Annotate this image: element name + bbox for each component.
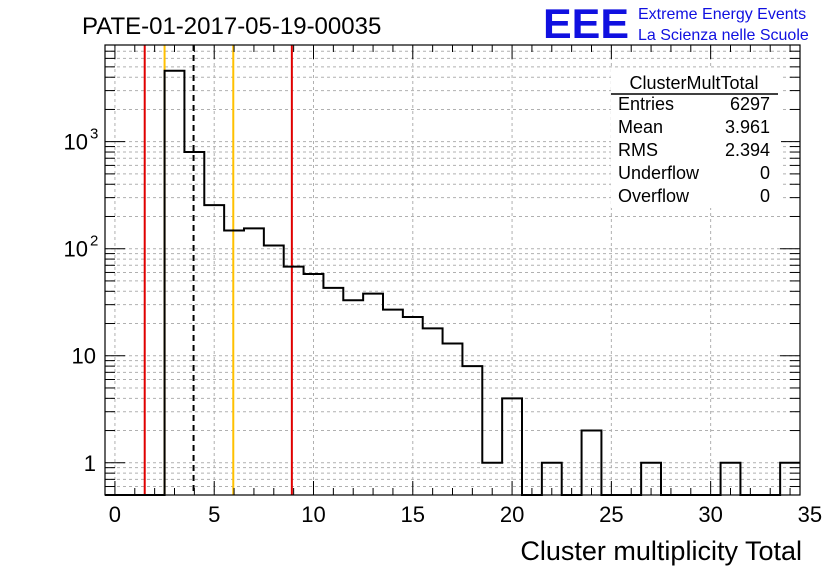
histogram-bin [363,294,383,495]
stats-row-value: 0 [760,186,770,206]
x-tick-label: 30 [698,502,722,527]
x-tick-label: 10 [301,502,325,527]
stats-title: ClusterMultTotal [629,73,758,93]
stats-row-label: Underflow [618,163,700,183]
x-tick-label: 20 [500,502,524,527]
x-tick-label: 5 [208,502,220,527]
stats-row-value: 0 [760,163,770,183]
histogram-outline [105,69,800,496]
stats-row-value: 3.961 [725,117,770,137]
stats-row-label: Overflow [618,186,690,206]
stats-row-label: Entries [618,94,674,114]
y-tick-exponent: 2 [90,233,98,250]
marker-lines [143,45,293,495]
y-tick-label: 10 [64,237,88,262]
histogram-bin [264,246,284,495]
x-axis-label: Cluster multiplicity Total [520,536,802,566]
eee-logo-line1: Extreme Energy Events [638,6,806,23]
x-tick-label: 15 [401,502,425,527]
x-axis: 0 5 10 15 20 25 30 35 [109,45,822,527]
eee-logo: EEE Extreme Energy Events La Scienza nel… [543,0,809,47]
y-tick-label: 10 [72,344,96,369]
x-tick-label: 35 [798,502,822,527]
histogram-bin [244,228,264,495]
stats-box-background [611,68,781,208]
x-tick-label: 0 [109,502,121,527]
stats-row-label: RMS [618,140,658,160]
y-tick-label: 1 [84,451,96,476]
stats-row-value: 2.394 [725,140,770,160]
x-tick-label: 25 [599,502,623,527]
eee-logo-mark: EEE [543,0,629,47]
histogram-bins [105,69,800,496]
y-tick-exponent: 3 [90,126,98,143]
y-tick-label: 10 [64,130,88,155]
eee-logo-line2: La Scienza nelle Scuole [638,27,809,44]
histogram-bin [343,300,363,495]
stats-row-label: Mean [618,117,663,137]
histogram-bin [323,288,343,495]
stats-box: ClusterMultTotal Entries 6297 Mean 3.961 RMS… [611,68,781,208]
histogram-bin [165,71,185,495]
histogram-bin [284,267,304,495]
chart-title: PATE-01-2017-05-19-00035 [82,13,381,40]
stats-row-value: 6297 [730,94,770,114]
